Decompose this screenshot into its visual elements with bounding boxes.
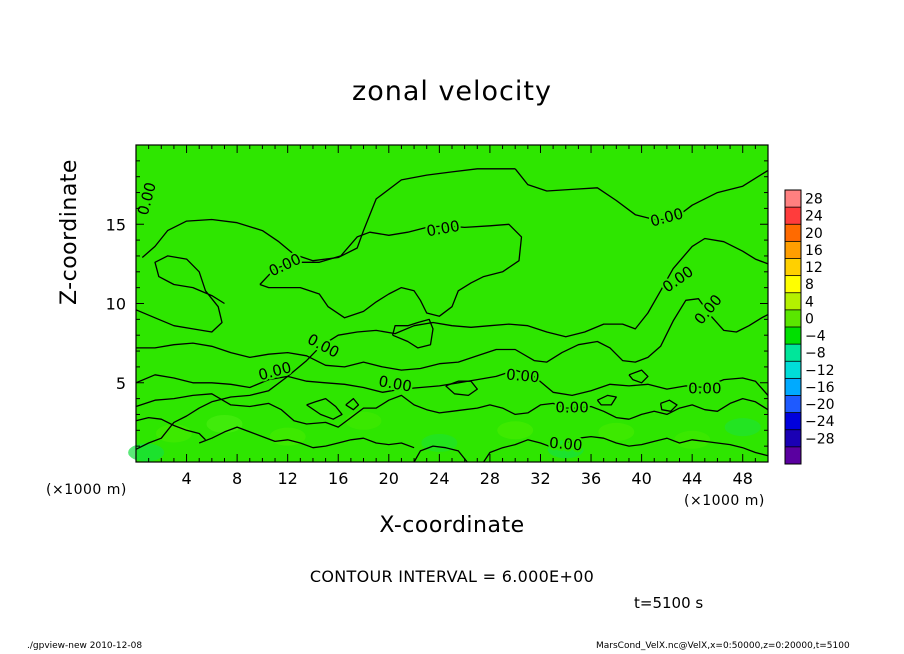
x-tick-label: 40 bbox=[631, 469, 651, 488]
colorbar-swatch bbox=[785, 292, 801, 311]
contour-interval: CONTOUR INTERVAL = 6.000E+00 bbox=[309, 567, 595, 586]
colorbar-label: 12 bbox=[805, 260, 823, 276]
colorbar-swatch bbox=[785, 241, 801, 259]
plot-area: 0.000.000.00 0.000.000.000.000.00 0.00 0.00… bbox=[128, 144, 769, 463]
contour-label: 0.00 bbox=[688, 380, 721, 398]
contour-line bbox=[345, 397, 360, 411]
contour-line bbox=[659, 399, 678, 412]
contour-line bbox=[135, 393, 769, 428]
y-tick-label: 15 bbox=[106, 215, 126, 234]
contour-line bbox=[136, 298, 769, 371]
y-axis-ticks: 5 10 15 bbox=[106, 160, 768, 447]
colorbar-swatch bbox=[785, 361, 801, 379]
y-axis-label: Z-coordinate bbox=[57, 159, 82, 305]
field-blotch bbox=[724, 418, 761, 437]
colorbar-label: 4 bbox=[805, 294, 814, 310]
colorbar-label: −12 bbox=[805, 363, 835, 379]
y-tick-label: 5 bbox=[116, 374, 126, 393]
contour-line bbox=[514, 168, 769, 221]
colorbar-swatch bbox=[785, 258, 801, 276]
colorbar-swatch bbox=[785, 224, 801, 242]
contour-line bbox=[596, 394, 617, 406]
colorbar-label: 28 bbox=[805, 192, 823, 208]
colorbar-swatch bbox=[785, 309, 801, 328]
colorbar-label: 20 bbox=[805, 226, 823, 242]
colorbar-label: 0 bbox=[805, 311, 814, 327]
colorbar-label: −20 bbox=[805, 397, 835, 413]
colorbar-label: −4 bbox=[805, 329, 826, 345]
x-tick-label: 16 bbox=[328, 469, 348, 488]
contour-line bbox=[135, 237, 769, 450]
time-label: t=5100 s bbox=[634, 594, 704, 612]
colorbar-swatch bbox=[785, 327, 801, 345]
colorbar-label: −28 bbox=[805, 431, 835, 447]
colorbar-label: 24 bbox=[805, 209, 823, 225]
field-fill bbox=[136, 145, 768, 462]
contour-line bbox=[306, 397, 343, 420]
contour-line bbox=[391, 318, 434, 349]
contour-line bbox=[259, 223, 523, 319]
contour-line bbox=[628, 369, 649, 384]
contour-line bbox=[445, 380, 478, 397]
x-axis-ticks: 4 8 12 16 20 24 28 32 36 40 44 48 bbox=[148, 145, 756, 488]
x-axis-label: X-coordinate bbox=[379, 513, 525, 538]
field-blotch bbox=[598, 422, 635, 441]
x-tick-label: 4 bbox=[181, 469, 191, 488]
colorbar-label: −8 bbox=[805, 346, 826, 362]
contour-label: 0.00 bbox=[548, 434, 583, 455]
colorbar-swatch bbox=[785, 412, 801, 431]
x-tick-label: 32 bbox=[530, 469, 550, 488]
contour-line bbox=[565, 435, 769, 457]
colorbar-swatch bbox=[785, 207, 801, 225]
colorbar-swatch bbox=[785, 446, 801, 465]
colorbar-label: 8 bbox=[805, 277, 814, 293]
x-tick-label: 28 bbox=[480, 469, 500, 488]
colorbar-label: −16 bbox=[805, 380, 835, 396]
footer-right: MarsCond_VelX.nc@VelX,x=0:50000,z=0:2000… bbox=[596, 641, 850, 651]
field-blotch bbox=[497, 421, 534, 440]
colorbar-swatch bbox=[785, 344, 801, 362]
contour-line bbox=[141, 168, 516, 262]
contour-label: 0.00 bbox=[505, 365, 540, 386]
contour-line bbox=[483, 439, 566, 463]
colorbar-swatch bbox=[785, 429, 801, 448]
chart-title: zonal velocity bbox=[352, 76, 552, 107]
contour-line bbox=[135, 369, 769, 397]
field-blotch bbox=[345, 411, 382, 430]
contour-line bbox=[135, 255, 225, 333]
x-tick-label: 44 bbox=[682, 469, 702, 488]
contour-line bbox=[413, 445, 468, 463]
contour-line bbox=[135, 416, 206, 441]
field-blotch bbox=[128, 443, 165, 462]
x-tick-label: 12 bbox=[278, 469, 298, 488]
colorbar-swatch bbox=[785, 395, 801, 413]
colorbar-swatch bbox=[785, 378, 801, 396]
colorbar-label: 16 bbox=[805, 243, 823, 259]
x-unit-left: (×1000 m) bbox=[46, 482, 127, 498]
contour-label: 0.00 bbox=[555, 399, 588, 417]
x-tick-label: 8 bbox=[232, 469, 242, 488]
footer-left: ./gpview-new 2010-12-08 bbox=[27, 641, 143, 651]
colorbar-swatch bbox=[785, 275, 801, 294]
colorbar-label: −24 bbox=[805, 414, 835, 430]
field-blotch bbox=[547, 440, 584, 459]
contour-lines bbox=[135, 168, 769, 463]
x-tick-label: 36 bbox=[581, 469, 601, 488]
x-unit-right: (×1000 m) bbox=[684, 493, 765, 509]
y-tick-label: 10 bbox=[106, 295, 126, 314]
field-blotch bbox=[155, 424, 192, 443]
field-blotch bbox=[206, 414, 243, 433]
contour-line bbox=[198, 426, 415, 449]
colorbar-swatch bbox=[785, 190, 801, 208]
x-tick-label: 24 bbox=[429, 469, 449, 488]
x-tick-label: 20 bbox=[379, 469, 399, 488]
x-tick-label: 48 bbox=[733, 469, 753, 488]
